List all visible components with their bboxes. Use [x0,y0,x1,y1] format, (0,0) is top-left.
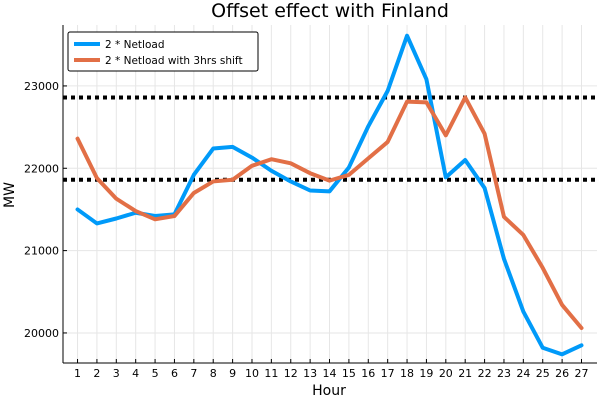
x-tick-label: 22 [478,367,492,380]
x-axis-title: Hour [312,383,346,399]
x-tick-label: 14 [323,367,337,380]
x-tick-label: 5 [152,367,159,380]
y-tick-label: 23000 [24,80,59,93]
x-tick-label: 25 [536,367,550,380]
x-tick-label: 2 [93,367,100,380]
x-tick-label: 16 [361,367,375,380]
legend-label: 2 * Netload with 3hrs shift [105,55,243,67]
x-tick-label: 10 [245,367,259,380]
x-tick-label: 23 [497,367,511,380]
y-axis-title: MW [2,182,18,208]
x-tick-label: 21 [458,367,472,380]
x-tick-label: 20 [439,367,453,380]
x-tick-label: 6 [171,367,178,380]
x-tick-label: 13 [303,367,317,380]
y-tick-label: 22000 [24,162,59,175]
x-tick-label: 18 [400,367,414,380]
grid [63,25,597,363]
x-tick-label: 19 [419,367,433,380]
x-tick-label: 17 [381,367,395,380]
x-tick-label: 27 [574,367,588,380]
x-tick-label: 8 [210,367,217,380]
legend-box [67,31,259,72]
series-line [75,95,584,331]
series-lines [75,33,584,357]
chart-title: Offset effect with Finland [211,0,449,22]
x-tick-label: 11 [264,367,278,380]
x-tick-label: 1 [74,367,81,380]
x-tick-label: 15 [342,367,356,380]
x-tick-label: 24 [516,367,530,380]
y-tick-label: 21000 [24,245,59,258]
x-tick-label: 9 [229,367,236,380]
series-line [75,33,584,357]
legend: 2 * Netload 2 * Netload with 3hrs shift [67,31,259,72]
x-tick-label: 3 [113,367,120,380]
x-tick-label: 26 [555,367,569,380]
x-tick-label: 4 [132,367,139,380]
y-tick-label: 20000 [24,327,59,340]
x-tick-label: 12 [284,367,298,380]
legend-label: 2 * Netload [105,39,164,51]
axes: 1 2 3 4 5 6 7 8 9 10 11 12 13 14 15 16 17 18 19 20 21 22 23 24 2… [24,25,597,380]
x-tick-label: 7 [190,367,197,380]
